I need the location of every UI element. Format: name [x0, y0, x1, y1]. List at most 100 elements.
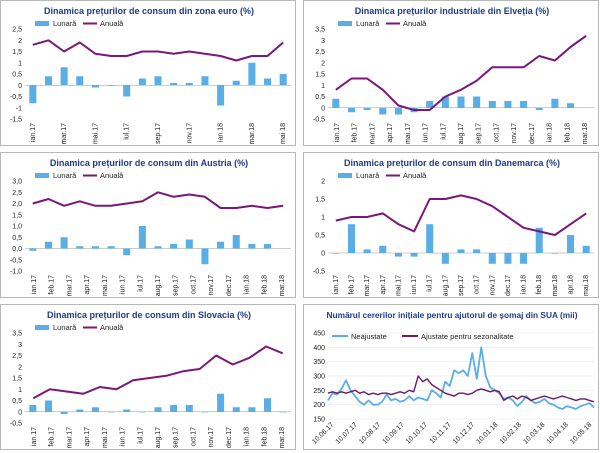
legend-label-anuala: Anuală — [100, 19, 124, 28]
x-tick-label: 10.12.17 — [452, 421, 476, 445]
y-tick-label: 3,5 — [315, 27, 325, 34]
x-tick-label: aug.17 — [458, 123, 465, 145]
bar-lunara — [264, 78, 272, 86]
y-tick-label: 3,0 — [12, 179, 22, 186]
y-tick-label: 1,5 — [12, 376, 22, 383]
bar-lunara — [123, 248, 131, 256]
y-tick-label: 2,5 — [12, 27, 22, 34]
bar-lunara — [76, 76, 84, 86]
legend-label-lunara: Lunară — [356, 19, 380, 28]
bar-lunara — [347, 224, 355, 253]
x-tick-label: mar.17 — [369, 123, 376, 145]
x-tick-label: sep.17 — [476, 123, 483, 144]
line-anuala — [335, 194, 587, 236]
x-tick-label: sep.17 — [458, 275, 465, 296]
x-tick-label: mai.17 — [102, 427, 109, 448]
x-tick-label: iul.17 — [137, 275, 144, 292]
line-ajustate — [327, 375, 595, 403]
chart-svg-austria: Dinamica prețurilor de consum din Austri… — [10, 158, 291, 296]
x-tick-label: feb.17 — [352, 123, 359, 143]
x-tick-label: iun.17 — [120, 275, 127, 294]
chart-svg-sua: Numărul cererilor inițiale pentru ajutor… — [311, 310, 595, 446]
legend-label-lunara: Lunară — [356, 171, 380, 180]
bar-lunara — [201, 248, 209, 265]
chart-legend: Lunară Anuală — [35, 19, 124, 28]
x-tick-label: oct.17 — [474, 275, 481, 294]
bar-lunara — [410, 253, 418, 257]
x-tick-label: iul.17 — [124, 123, 131, 140]
x-tick-label: 10.09.17 — [382, 421, 406, 445]
chart-panel-elvetia: Dinamica prețurilor industriale din Elve… — [303, 0, 599, 146]
y-tick-label: 0 — [18, 83, 22, 90]
bar-lunara — [394, 253, 402, 257]
legend-swatch-bar — [35, 325, 49, 330]
bar-lunara — [154, 76, 162, 86]
bar-lunara — [332, 253, 340, 254]
legend-label-anuala: Anuală — [403, 171, 427, 180]
x-tick-label: mar.18 — [582, 123, 589, 145]
bar-lunara — [520, 101, 528, 108]
y-tick-label: 3,5 — [12, 331, 22, 338]
bar-lunara — [185, 405, 193, 412]
chart-title: Dinamica prețurilor de consum din Danema… — [344, 158, 560, 168]
bar-lunara — [138, 78, 146, 86]
bar-lunara — [185, 83, 193, 86]
x-tick-label: mai.17 — [405, 123, 412, 144]
bar-lunara — [217, 85, 225, 106]
x-tick-label: sep.17 — [155, 123, 162, 144]
bar-lunara — [201, 76, 209, 86]
bar-lunara — [138, 411, 146, 413]
bar-lunara — [426, 101, 434, 108]
y-tick-label: 0,5 — [12, 235, 22, 242]
legend-label-lunara: Lunară — [53, 19, 77, 28]
legend-label-anuala: Anuală — [100, 171, 124, 180]
bar-lunara — [185, 239, 193, 249]
chart-title: Numărul cererilor inițiale pentru ajutor… — [327, 310, 578, 320]
chart-svg-danemarca: Dinamica prețurilor de consum din Danema… — [313, 158, 594, 296]
chart-legend: Lunară Anuală — [338, 171, 427, 180]
line-anuala — [32, 345, 284, 400]
bar-lunara — [123, 85, 131, 97]
x-tick-label: apr.17 — [84, 275, 91, 295]
x-tick-label: nov.17 — [208, 275, 215, 296]
x-tick-label: 10.01.18 — [475, 421, 499, 445]
y-tick-label: -0,5 — [10, 257, 22, 264]
y-tick-label: 3 — [321, 38, 325, 45]
bar-lunara — [457, 249, 465, 253]
y-tick-label: 2 — [18, 364, 22, 371]
y-tick-label: 1 — [18, 387, 22, 394]
x-tick-label: sep.17 — [173, 427, 180, 448]
y-tick-label: 0,5 — [315, 94, 325, 101]
y-tick-label: -1 — [16, 105, 22, 112]
x-tick-label: 10.10.17 — [405, 421, 429, 445]
bar-lunara — [76, 409, 84, 412]
x-tick-label: mai.18 — [583, 275, 590, 296]
bar-lunara — [60, 237, 68, 249]
x-tick-label: nov.17 — [511, 123, 518, 144]
bar-lunara — [91, 407, 99, 412]
bar-lunara — [426, 224, 434, 253]
x-tick-label: sep.17 — [173, 275, 180, 296]
x-tick-label: nov.17 — [208, 427, 215, 448]
bar-lunara — [217, 393, 225, 412]
chart-legend: Lunară Anuală — [35, 323, 124, 332]
bar-lunara — [170, 244, 178, 249]
x-tick-label: aug.17 — [155, 427, 162, 449]
x-tick-label: iul.17 — [440, 123, 447, 140]
chart-title: Dinamica prețurilor de consum din Slovac… — [47, 310, 251, 320]
x-tick-label: dec.17 — [226, 427, 233, 448]
y-tick-label: -0,5 — [313, 269, 325, 276]
bar-lunara — [248, 62, 256, 86]
x-tick-label: mai.17 — [102, 275, 109, 296]
x-tick-label: feb.18 — [564, 123, 571, 143]
x-tick-label: ian.17 — [334, 123, 341, 142]
chart-title: Dinamica prețurilor de consum din Austri… — [50, 158, 248, 168]
bar-lunara — [504, 101, 512, 108]
x-tick-label: 10.02.18 — [499, 421, 523, 445]
y-tick-label: 350 — [313, 359, 325, 366]
x-tick-label: dec.17 — [505, 275, 512, 296]
y-tick-label: 0 — [321, 105, 325, 112]
y-tick-label: 2,5 — [12, 190, 22, 197]
bar-lunara — [91, 85, 99, 88]
legend-label-neajustate: Neajustate — [351, 332, 387, 341]
